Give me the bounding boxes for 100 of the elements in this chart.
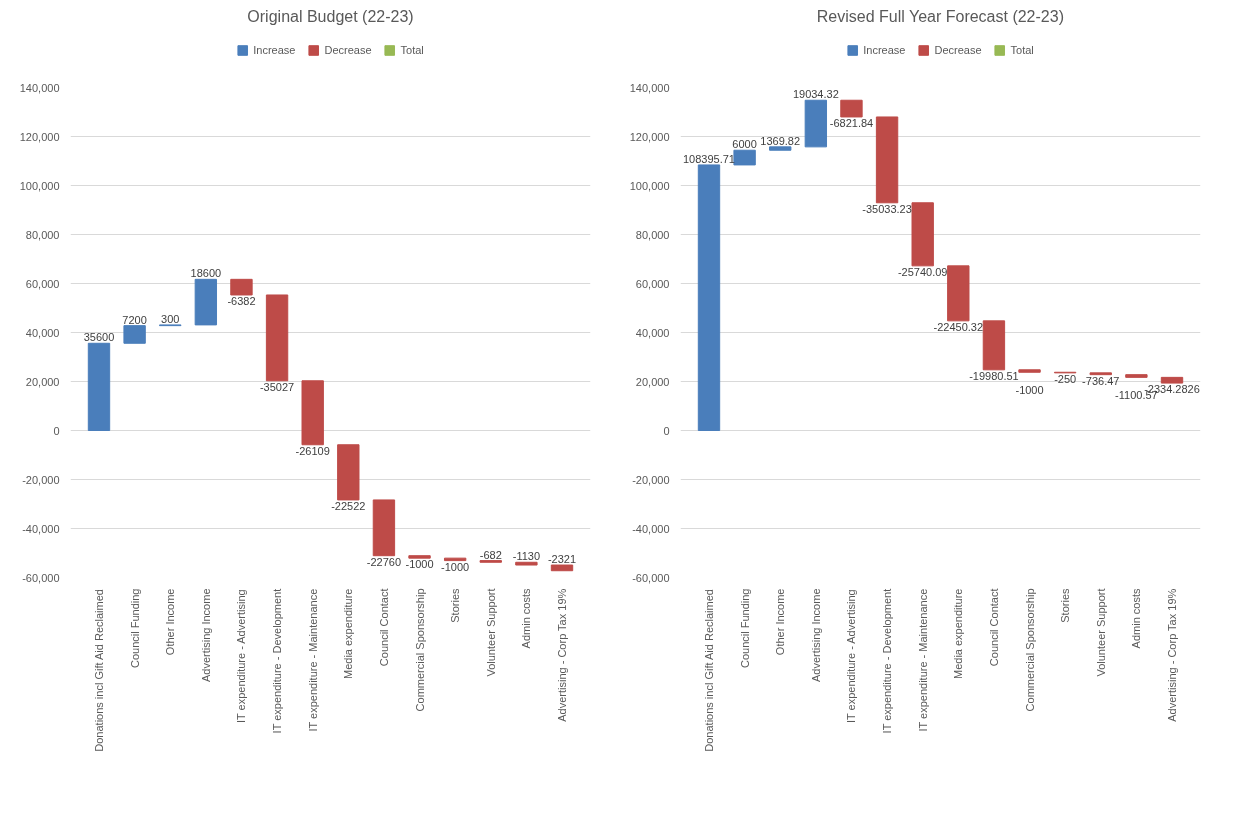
y-tick-label: -20,000 <box>632 473 670 486</box>
bar <box>372 499 396 557</box>
data-label: -6382 <box>227 294 256 307</box>
bar <box>550 564 574 572</box>
x-tick-label: Donations incl Gift Aid Reclaimed <box>702 589 715 752</box>
bar <box>408 555 431 559</box>
bar <box>230 278 253 296</box>
y-tick-label: -60,000 <box>632 571 670 584</box>
legend-label: Total <box>1010 43 1034 56</box>
data-label: -19980.51 <box>969 369 1019 382</box>
data-label: -25740.09 <box>897 265 948 278</box>
bar <box>804 99 828 148</box>
data-label: -682 <box>479 548 502 561</box>
legend-label: Decrease <box>934 43 982 56</box>
bar <box>123 325 146 344</box>
bar <box>733 149 756 166</box>
bar <box>697 164 721 431</box>
legend-label: Decrease <box>324 43 372 56</box>
y-tick-label: 100,000 <box>19 179 60 192</box>
data-label: -1000 <box>441 560 470 573</box>
x-tick-label: Commercial Sponsorship <box>1023 588 1036 712</box>
y-tick-label: -20,000 <box>22 473 60 486</box>
x-tick-label: Council Contact <box>987 588 1000 667</box>
bar <box>1018 369 1041 373</box>
x-tick-label: IT expenditure - Maintenance <box>306 588 319 732</box>
legend-label: Increase <box>863 43 906 56</box>
y-tick-label: -40,000 <box>22 522 60 535</box>
x-tick-label: Advertising - Corp Tax 19% <box>556 588 569 722</box>
y-tick-label: 40,000 <box>635 326 670 339</box>
x-tick-label: Stories <box>1059 588 1072 623</box>
y-tick-label: 120,000 <box>19 130 60 143</box>
x-tick-label: Other Income <box>774 588 787 656</box>
y-tick-label: 20,000 <box>25 375 60 388</box>
data-label: -6821.84 <box>829 116 874 129</box>
bar <box>875 116 899 204</box>
data-label: -736.47 <box>1082 374 1120 387</box>
bar <box>947 265 970 322</box>
y-tick-label: 0 <box>663 424 670 437</box>
bar <box>769 146 792 151</box>
x-tick-label: Advertising Income <box>809 588 822 683</box>
y-tick-label: 60,000 <box>635 277 670 290</box>
data-label: -2321 <box>547 553 577 566</box>
data-label: 18600 <box>190 267 222 280</box>
data-label: -22760 <box>366 555 402 568</box>
x-tick-label: Media expenditure <box>952 588 965 679</box>
y-tick-label: 80,000 <box>635 228 670 241</box>
data-label: 6000 <box>732 138 757 151</box>
x-tick-label: IT expenditure - Maintenance <box>916 588 929 732</box>
y-tick-label: 80,000 <box>25 228 60 241</box>
bar <box>194 278 218 326</box>
legend-label: Increase <box>253 43 296 56</box>
data-label: 1369.82 <box>760 134 801 147</box>
x-tick-label: Admin costs <box>520 588 533 649</box>
x-tick-label: Media expenditure <box>342 588 355 679</box>
y-tick-label: -60,000 <box>22 571 60 584</box>
data-label: 19034.32 <box>792 88 839 101</box>
y-tick-label: 120,000 <box>629 130 670 143</box>
x-tick-label: Council Contact <box>377 588 390 667</box>
data-label: 35600 <box>83 331 115 344</box>
x-tick-label: Advertising - Corp Tax 19% <box>1166 588 1179 722</box>
x-tick-label: Admin costs <box>1130 588 1143 649</box>
bar <box>337 444 360 501</box>
y-tick-label: 40,000 <box>25 326 60 339</box>
x-tick-label: IT expenditure - Advertising <box>235 589 248 724</box>
x-tick-label: Donations incl Gift Aid Reclaimed <box>92 589 105 752</box>
bar <box>515 561 538 566</box>
x-tick-label: Advertising Income <box>199 588 212 683</box>
x-tick-label: Volunteer Support <box>1094 588 1107 677</box>
y-tick-label: 20,000 <box>635 375 670 388</box>
legend-label: Total <box>400 43 424 56</box>
data-label: -35033.23 <box>862 202 912 215</box>
bar <box>982 320 1006 371</box>
bar <box>301 380 324 446</box>
bar <box>1160 376 1184 384</box>
data-label: -22522 <box>331 499 366 512</box>
bar <box>840 99 863 118</box>
chart-title: Revised Full Year Forecast (22-23) <box>816 7 1064 25</box>
x-tick-label: Commercial Sponsorship <box>413 588 426 712</box>
data-label: -1130 <box>512 550 541 563</box>
data-label: 300 <box>161 312 180 325</box>
y-tick-label: 60,000 <box>25 277 60 290</box>
x-tick-label: Stories <box>449 588 462 623</box>
y-tick-label: 0 <box>53 424 60 437</box>
x-tick-label: IT expenditure - Development <box>271 588 284 734</box>
bar <box>911 202 934 267</box>
x-tick-label: Other Income <box>164 588 177 656</box>
data-label: -1000 <box>1015 384 1044 397</box>
bar <box>443 557 467 562</box>
bar <box>87 342 111 431</box>
y-tick-label: -40,000 <box>632 522 670 535</box>
bar <box>265 294 289 382</box>
chart-title: Original Budget (22-23) <box>247 7 414 25</box>
x-tick-label: Council Funding <box>128 588 141 668</box>
y-tick-label: 140,000 <box>629 81 670 94</box>
x-tick-label: Volunteer Support <box>484 588 497 677</box>
y-tick-label: 140,000 <box>19 81 60 94</box>
data-label: -250 <box>1054 372 1077 385</box>
data-label: 7200 <box>122 313 147 326</box>
data-label: -1000 <box>405 558 434 571</box>
data-label: -35027 <box>259 380 295 393</box>
